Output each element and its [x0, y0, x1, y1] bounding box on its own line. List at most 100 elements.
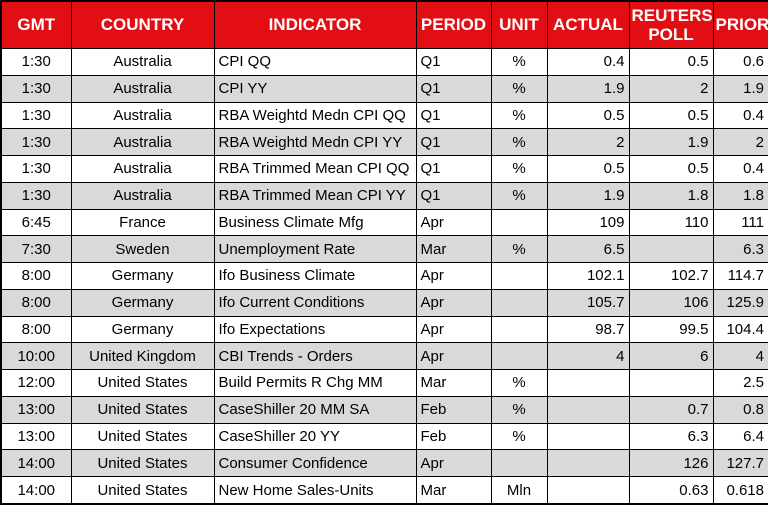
cell-prior: 0.6 — [712, 48, 768, 76]
table-row: 13:00 United States CaseShiller 20 MM SA Fe… — [0, 395, 768, 424]
table-row: 14:00 United States Consumer Confidence Apr… — [0, 449, 768, 477]
cell-actual: 1.9 — [546, 181, 630, 210]
cell-unit — [490, 449, 548, 477]
cell-reuters-poll: 0.5 — [628, 48, 714, 76]
cell-unit — [490, 342, 548, 370]
cell-reuters-poll: 110 — [628, 208, 714, 237]
cell-period: Feb — [415, 422, 492, 451]
column-header-country: COUNTRY — [70, 0, 215, 49]
cell-reuters-poll: 2 — [628, 74, 714, 103]
table-row: 12:00 United States Build Permits R Chg MM… — [0, 369, 768, 397]
cell-unit: % — [490, 422, 548, 451]
cell-country: Australia — [70, 101, 215, 130]
cell-indicator: RBA Trimmed Mean CPI QQ — [213, 155, 417, 183]
cell-prior: 0.4 — [712, 155, 768, 183]
cell-indicator: RBA Weightd Medn CPI YY — [213, 128, 417, 156]
cell-gmt: 14:00 — [0, 476, 72, 505]
cell-unit: % — [490, 181, 548, 210]
cell-indicator: New Home Sales-Units — [213, 476, 417, 505]
cell-reuters-poll: 6 — [628, 342, 714, 370]
cell-period: Q1 — [415, 101, 492, 130]
cell-country: United States — [70, 369, 215, 397]
cell-actual: 4 — [546, 342, 630, 370]
cell-period: Mar — [415, 476, 492, 505]
cell-prior: 1.8 — [712, 181, 768, 210]
cell-period: Q1 — [415, 48, 492, 76]
cell-gmt: 6:45 — [0, 208, 72, 237]
cell-indicator: CBI Trends - Orders — [213, 342, 417, 370]
table-row: 13:00 United States CaseShiller 20 YY Feb% 6… — [0, 422, 768, 451]
cell-reuters-poll: 0.5 — [628, 155, 714, 183]
cell-gmt: 7:30 — [0, 235, 72, 263]
cell-actual — [546, 449, 630, 477]
cell-indicator: CPI QQ — [213, 48, 417, 76]
cell-country: United States — [70, 476, 215, 505]
cell-indicator: Consumer Confidence — [213, 449, 417, 477]
cell-unit: % — [490, 48, 548, 76]
cell-actual: 109 — [546, 208, 630, 237]
cell-gmt: 8:00 — [0, 315, 72, 344]
column-header-unit: UNIT — [490, 0, 548, 49]
table-row: 7:30 Sweden Unemployment Rate Mar% 6.5 6.3 — [0, 235, 768, 263]
cell-actual: 0.5 — [546, 155, 630, 183]
cell-period: Apr — [415, 315, 492, 344]
table-row: 8:00 Germany Ifo Current Conditions Apr 105.… — [0, 288, 768, 317]
table-row: 1:30 Australia RBA Trimmed Mean CPI QQ Q1% 0… — [0, 155, 768, 183]
table-row: 1:30 Australia RBA Weightd Medn CPI YY Q1% 2… — [0, 128, 768, 156]
cell-unit: % — [490, 101, 548, 130]
cell-reuters-poll — [628, 235, 714, 263]
cell-indicator: Ifo Business Climate — [213, 262, 417, 290]
cell-unit: % — [490, 395, 548, 424]
cell-period: Feb — [415, 395, 492, 424]
cell-indicator: CaseShiller 20 MM SA — [213, 395, 417, 424]
table-row: 1:30 Australia RBA Trimmed Mean CPI YY Q1% 1… — [0, 181, 768, 210]
table-row: 8:00 Germany Ifo Business Climate Apr 102.1 1… — [0, 262, 768, 290]
table-row: 1:30 Australia CPI YY Q1% 1.9 2 1.9 — [0, 74, 768, 103]
cell-gmt: 1:30 — [0, 155, 72, 183]
cell-unit: % — [490, 74, 548, 103]
cell-indicator: RBA Weightd Medn CPI QQ — [213, 101, 417, 130]
cell-unit — [490, 208, 548, 237]
cell-prior: 111 — [712, 208, 768, 237]
cell-country: United Kingdom — [70, 342, 215, 370]
cell-prior: 2 — [712, 128, 768, 156]
cell-period: Mar — [415, 369, 492, 397]
cell-actual: 6.5 — [546, 235, 630, 263]
cell-period: Q1 — [415, 155, 492, 183]
cell-prior: 0.8 — [712, 395, 768, 424]
cell-country: Australia — [70, 155, 215, 183]
cell-unit — [490, 262, 548, 290]
cell-prior: 104.4 — [712, 315, 768, 344]
cell-reuters-poll: 0.63 — [628, 476, 714, 505]
cell-reuters-poll: 0.5 — [628, 101, 714, 130]
cell-reuters-poll: 0.7 — [628, 395, 714, 424]
cell-actual: 1.9 — [546, 74, 630, 103]
table-row: 6:45 France Business Climate Mfg Apr 109 110 1… — [0, 208, 768, 237]
cell-actual — [546, 422, 630, 451]
cell-country: United States — [70, 422, 215, 451]
cell-period: Apr — [415, 288, 492, 317]
cell-period: Apr — [415, 449, 492, 477]
column-header-period: PERIOD — [415, 0, 492, 49]
cell-period: Mar — [415, 235, 492, 263]
cell-gmt: 1:30 — [0, 101, 72, 130]
table-row: 8:00 Germany Ifo Expectations Apr 98.7 99.5 10… — [0, 315, 768, 344]
table-row: 14:00 United States New Home Sales-Units Ma… — [0, 476, 768, 505]
cell-country: Australia — [70, 128, 215, 156]
cell-country: Germany — [70, 315, 215, 344]
cell-reuters-poll: 106 — [628, 288, 714, 317]
cell-actual — [546, 369, 630, 397]
cell-reuters-poll — [628, 369, 714, 397]
cell-indicator: RBA Trimmed Mean CPI YY — [213, 181, 417, 210]
cell-indicator: Unemployment Rate — [213, 235, 417, 263]
cell-gmt: 10:00 — [0, 342, 72, 370]
cell-country: France — [70, 208, 215, 237]
cell-gmt: 14:00 — [0, 449, 72, 477]
cell-country: United States — [70, 449, 215, 477]
cell-country: Germany — [70, 288, 215, 317]
cell-unit: % — [490, 155, 548, 183]
cell-reuters-poll: 126 — [628, 449, 714, 477]
cell-unit: Mln — [490, 476, 548, 505]
cell-actual — [546, 395, 630, 424]
